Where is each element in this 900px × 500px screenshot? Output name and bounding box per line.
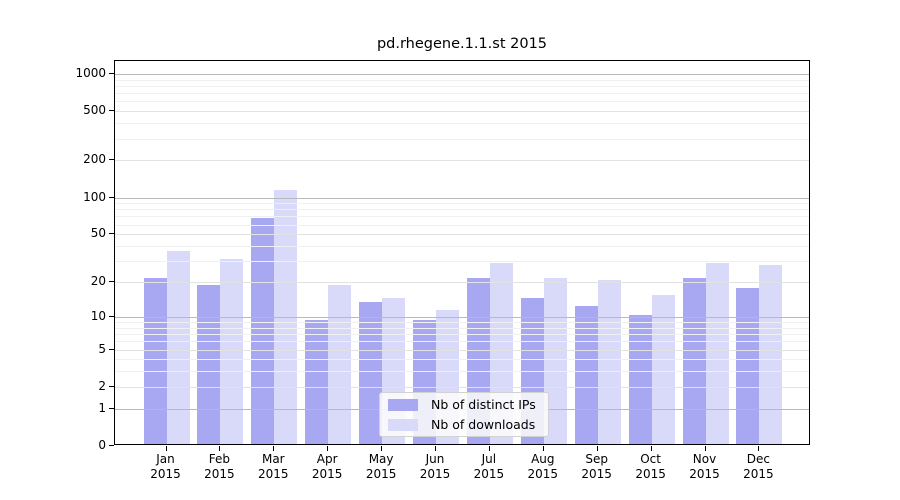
minor-gridline [115, 322, 809, 323]
x-tick-label-apr: Apr 2015 [311, 452, 343, 481]
y-tick-label: 100 [83, 189, 106, 204]
x-tick-label-jan: Jan 2015 [150, 452, 181, 481]
y-tick-mark [109, 407, 114, 409]
x-tick-mark [596, 446, 598, 451]
grid-layer [115, 61, 809, 444]
legend-label-downloads: Nb of downloads [431, 417, 536, 432]
x-tick-mark [327, 446, 329, 451]
plot-area: Nb of distinct IPs Nb of downloads [114, 60, 810, 445]
x-tick-mark [542, 446, 544, 451]
x-tick-label-mar: Mar 2015 [258, 452, 289, 481]
minor-gridline [115, 261, 809, 263]
x-tick-mark [381, 446, 383, 451]
minor-gridline [115, 216, 809, 218]
y-tick-label: 10 [90, 308, 106, 323]
y-tick-label: 500 [83, 103, 106, 118]
minor-gridline [115, 246, 809, 247]
bar-distinct-ips-nov [682, 277, 706, 444]
major-gridline [115, 234, 809, 236]
major-gridline [115, 160, 809, 162]
bar-downloads-aug [543, 277, 567, 444]
minor-gridline [115, 224, 809, 226]
x-tick-mark [758, 446, 760, 451]
y-tick-label: 1 [98, 400, 106, 415]
y-tick-label: 1000 [75, 65, 106, 80]
bar-downloads-jan [166, 251, 190, 444]
bar-downloads-apr [328, 285, 352, 444]
x-tick-mark [165, 446, 167, 451]
x-tick-label-jun: Jun 2015 [419, 452, 451, 481]
bar-distinct-ips-feb [197, 285, 221, 444]
minor-gridline [115, 79, 809, 81]
legend-row-distinct-ips: Nb of distinct IPs [386, 396, 542, 413]
x-tick-mark [219, 446, 221, 451]
x-tick-mark [704, 446, 706, 451]
x-tick-label-dec: Dec 2015 [743, 452, 774, 481]
y-tick-mark [109, 385, 114, 387]
minor-gridline [115, 341, 809, 343]
y-tick-mark [109, 72, 114, 74]
minor-gridline [115, 359, 809, 361]
major-gridline [115, 111, 809, 113]
y-tick-mark [109, 110, 114, 112]
x-tick-mark [488, 446, 490, 451]
y-tick-mark [109, 315, 114, 317]
x-tick-label-jul: Jul 2015 [473, 452, 505, 481]
y-tick-label: 200 [83, 152, 106, 167]
x-tick-mark [273, 446, 275, 451]
bar-distinct-ips-dec [736, 288, 760, 444]
minor-gridline [115, 85, 809, 87]
major-gridline [115, 282, 809, 283]
decade-gridline [115, 197, 809, 199]
minor-gridline [115, 334, 809, 335]
chart-title: pd.rhegene.1.1.st 2015 [376, 36, 548, 52]
legend-label-distinct-ips: Nb of distinct IPs [431, 397, 536, 412]
legend: Nb of distinct IPs Nb of downloads [379, 392, 549, 437]
x-tick-mark [650, 446, 652, 451]
y-tick-mark [109, 233, 114, 235]
y-tick-mark [109, 281, 114, 282]
y-tick-label: 2 [98, 378, 106, 393]
y-tick-mark [109, 159, 114, 161]
bar-distinct-ips-apr [305, 320, 329, 444]
minor-gridline [115, 123, 809, 125]
minor-gridline [115, 101, 809, 103]
bar-downloads-dec [759, 264, 783, 444]
bar-distinct-ips-jan [143, 277, 167, 444]
x-tick-label-nov: Nov 2015 [689, 452, 720, 481]
bar-distinct-ips-may [359, 301, 383, 444]
downloads-swatch [388, 418, 418, 431]
x-tick-mark [435, 446, 436, 451]
bar-downloads-sep [597, 280, 621, 444]
major-gridline [115, 386, 809, 388]
y-tick-label: 20 [90, 274, 106, 288]
x-tick-label-aug: Aug 2015 [527, 452, 559, 481]
minor-gridline [115, 203, 809, 205]
decade-gridline [115, 73, 809, 75]
x-tick-label-sep: Sep 2015 [581, 452, 612, 481]
y-tick-label: 5 [98, 341, 106, 356]
bar-downloads-nov [705, 262, 729, 444]
minor-gridline [115, 138, 809, 140]
minor-gridline [115, 371, 809, 373]
distinct-ips-swatch [388, 398, 418, 411]
y-tick-mark [109, 348, 114, 350]
bar-distinct-ips-oct [628, 314, 652, 444]
y-tick-label: 50 [90, 226, 106, 241]
major-gridline [115, 349, 809, 351]
bar-downloads-feb [220, 259, 244, 444]
y-tick-mark [109, 196, 114, 198]
bar-downloads-oct [651, 294, 675, 444]
minor-gridline [115, 209, 809, 211]
x-tick-label-may: May 2015 [365, 452, 397, 481]
x-tick-label-feb: Feb 2015 [204, 452, 235, 481]
minor-gridline [115, 93, 809, 95]
decade-gridline [115, 316, 809, 318]
minor-gridline [115, 327, 809, 329]
x-tick-label-oct: Oct 2015 [635, 452, 666, 481]
y-tick-label: 0 [98, 438, 106, 452]
legend-row-downloads: Nb of downloads [386, 416, 542, 433]
y-tick-mark [109, 445, 114, 446]
